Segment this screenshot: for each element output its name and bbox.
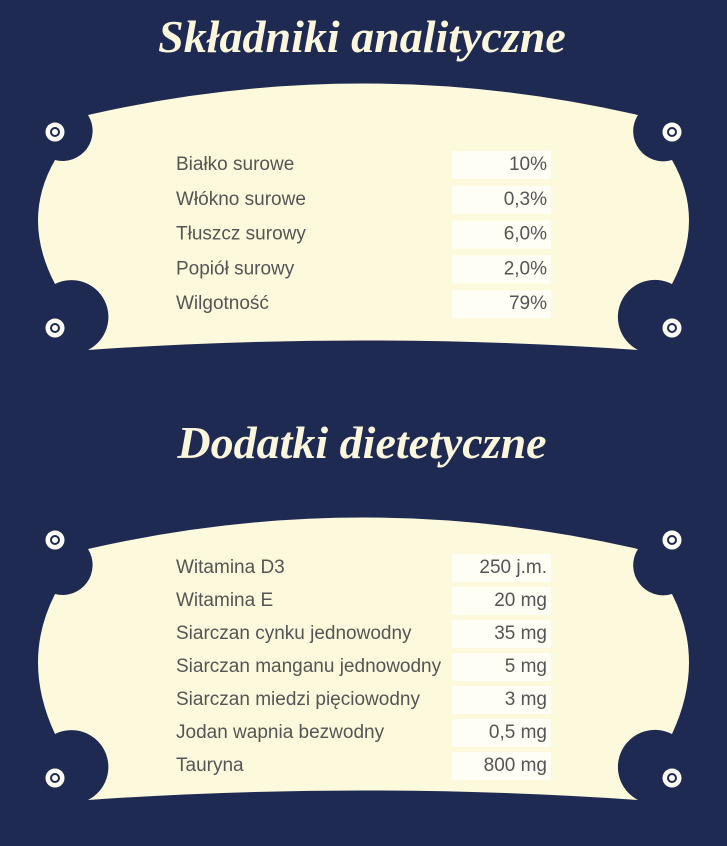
rivet-dot: [667, 323, 677, 333]
rivet: [44, 121, 66, 143]
row-value: 0,3%: [504, 189, 547, 210]
rivet-dot: [667, 773, 677, 783]
value-box: [452, 587, 551, 615]
rivet: [661, 317, 683, 339]
value-box: [452, 752, 551, 780]
value-box: [452, 686, 551, 714]
row-label: Siarczan cynku jednowodny: [176, 623, 412, 644]
row-value: 6,0%: [504, 224, 547, 245]
rivet-dot: [667, 127, 677, 137]
rivet: [661, 121, 683, 143]
value-box: [452, 151, 551, 179]
row-label: Włókno surowe: [176, 189, 306, 210]
section-title: Składniki analityczne: [158, 11, 566, 62]
rivet-dot: [50, 773, 60, 783]
row-value: 0,5 mg: [489, 722, 547, 743]
rivet: [661, 767, 683, 789]
row-label: Witamina E: [176, 590, 273, 611]
row-label: Tauryna: [176, 755, 244, 776]
rivet-dot: [50, 127, 60, 137]
rivet-dot: [50, 323, 60, 333]
rivet: [661, 529, 683, 551]
row-value: 20 mg: [494, 590, 547, 611]
value-box: [452, 290, 551, 319]
row-value: 5 mg: [505, 656, 547, 677]
rivet: [44, 317, 66, 339]
value-box: [452, 653, 551, 681]
row-label: Siarczan miedzi pięciowodny: [176, 689, 420, 710]
rivet: [44, 767, 66, 789]
row-value: 79%: [509, 293, 547, 314]
row-value: 800 mg: [484, 755, 547, 776]
row-label: Wilgotność: [176, 293, 269, 314]
value-box: [452, 554, 551, 582]
value-box: [452, 220, 551, 249]
value-box: [452, 255, 551, 284]
rivet-dot: [667, 535, 677, 545]
value-box: [452, 185, 551, 214]
row-label: Białko surowe: [176, 154, 294, 175]
row-value: 35 mg: [494, 623, 547, 644]
row-value: 3 mg: [505, 689, 547, 710]
value-box: [452, 620, 551, 648]
value-box: [452, 719, 551, 747]
row-label: Jodan wapnia bezwodny: [176, 722, 385, 743]
row-value: 10%: [509, 154, 547, 175]
row-label: Siarczan manganu jednowodny: [176, 656, 442, 677]
rivet: [44, 529, 66, 551]
plaque: [38, 83, 689, 350]
rivet-dot: [50, 535, 60, 545]
row-label: Witamina D3: [176, 557, 285, 578]
row-value: 2,0%: [504, 258, 547, 279]
row-label: Tłuszcz surowy: [176, 224, 306, 245]
section-title: Dodatki dietetyczne: [176, 417, 546, 468]
row-label: Popiół surowy: [176, 258, 295, 279]
row-value: 250 j.m.: [479, 557, 547, 578]
